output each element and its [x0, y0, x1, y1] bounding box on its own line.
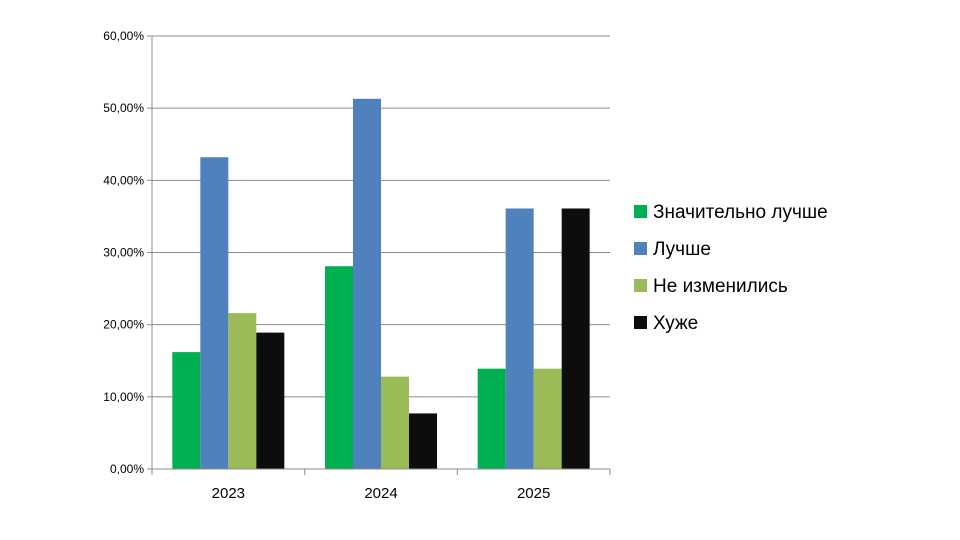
legend-swatch: [634, 242, 647, 255]
bar-2025-series-1: [505, 208, 534, 469]
x-axis-category-labels: 2023 2024 2025: [212, 485, 551, 502]
y-tick-label: 60,00%: [103, 29, 144, 43]
bar-2025-series-0: [477, 368, 506, 469]
bar-2025-series-2: [533, 368, 562, 469]
legend-swatch: [634, 316, 647, 329]
bars: [172, 98, 590, 470]
y-tick-label: 30,00%: [103, 246, 144, 260]
x-category-label: 2023: [212, 485, 245, 502]
legend-label: Хуже: [653, 313, 698, 334]
bar-2024-series-3: [409, 413, 437, 469]
axes: [147, 35, 611, 475]
bar-2023-series-0: [172, 352, 201, 469]
bar-2024-series-1: [353, 98, 381, 469]
bar-2025-series-3: [561, 208, 590, 469]
bar-2023-series-1: [200, 157, 229, 470]
bar-2024-series-0: [325, 266, 353, 469]
y-tick-label: 0,00%: [110, 462, 144, 476]
legend-label: Лучше: [653, 239, 711, 260]
legend: Значительно лучше Лучше Не изменились Хуже: [634, 202, 828, 334]
legend-swatch: [634, 279, 647, 292]
y-tick-label: 10,00%: [103, 390, 144, 404]
y-tick-label: 40,00%: [103, 173, 144, 187]
x-category-label: 2025: [517, 485, 550, 502]
legend-label: Не изменились: [653, 276, 788, 297]
bar-2023-series-2: [228, 313, 257, 469]
x-category-label: 2024: [364, 485, 397, 502]
y-tick-label: 20,00%: [103, 318, 144, 332]
legend-swatch: [634, 205, 647, 218]
bar-2024-series-2: [381, 376, 409, 469]
legend-label: Значительно лучше: [653, 202, 828, 223]
bar-2023-series-3: [256, 332, 285, 469]
y-axis-tick-labels: 0,00% 10,00% 20,00% 30,00% 40,00% 50,00% 60,00…: [103, 29, 144, 476]
y-tick-label: 50,00%: [103, 101, 144, 115]
